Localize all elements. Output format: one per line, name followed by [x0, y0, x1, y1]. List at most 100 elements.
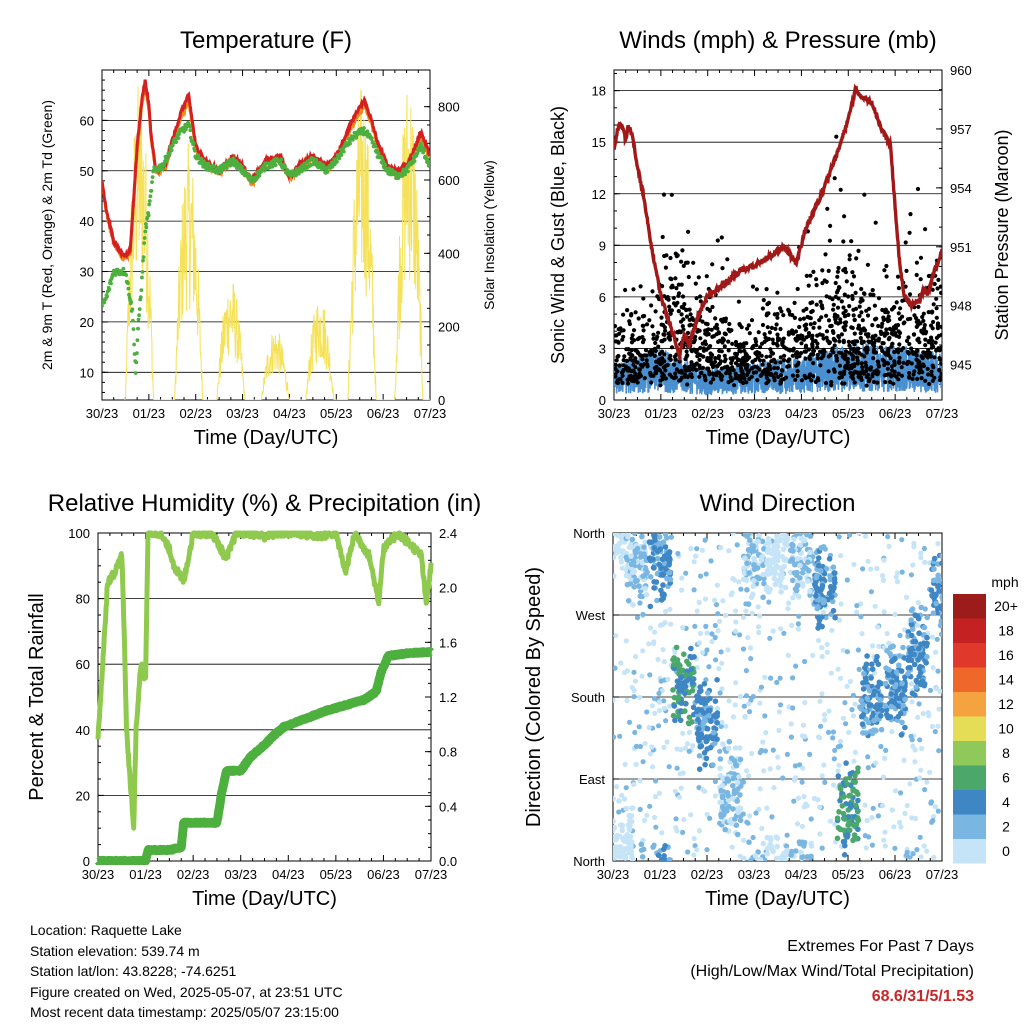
gust-point: [890, 341, 895, 346]
direction-point: [628, 553, 634, 559]
legend-title: mph: [991, 574, 1018, 590]
gust-point: [935, 286, 940, 291]
direction-point: [613, 734, 617, 740]
gust-point: [807, 315, 812, 320]
gust-point: [698, 336, 703, 341]
direction-point: [794, 582, 801, 589]
gust-point: [916, 336, 921, 341]
gust-point: [818, 363, 823, 368]
direction-point: [912, 759, 918, 765]
gust-point: [873, 350, 879, 355]
gust-point: [717, 361, 722, 367]
rh-y-tick-label: 60: [76, 657, 90, 672]
gust-point: [778, 380, 784, 385]
dewpoint-point: [144, 222, 148, 226]
temp-y-tick-label: 10: [80, 365, 94, 380]
direction-point: [931, 854, 937, 861]
gust-point: [939, 361, 942, 366]
gust-point: [936, 333, 942, 338]
gust-point: [926, 339, 931, 344]
dewpoint-point: [139, 288, 144, 292]
gust-point: [817, 325, 822, 330]
direction-point: [684, 741, 691, 747]
direction-point: [678, 700, 685, 706]
direction-point: [831, 782, 837, 788]
direction-point: [853, 802, 859, 809]
gust-point: [676, 291, 682, 296]
gust-point: [765, 325, 770, 330]
gust-point: [850, 340, 855, 345]
direction-point: [656, 790, 663, 796]
gust-point: [907, 370, 912, 376]
dewpoint-point: [130, 307, 135, 312]
direction-point: [944, 600, 950, 606]
direction-point: [639, 533, 645, 540]
direction-point: [919, 678, 926, 684]
direction-point: [929, 819, 935, 825]
direction-point: [822, 717, 828, 723]
dewpoint-point: [289, 174, 293, 178]
gust-point: [672, 362, 677, 367]
gust-point: [661, 322, 666, 328]
direction-point: [658, 587, 664, 594]
gust-point: [705, 306, 710, 311]
gust-point: [850, 325, 855, 331]
gust-point: [760, 306, 766, 311]
direction-point: [928, 587, 935, 593]
direction-point: [743, 693, 750, 699]
gust-point: [833, 280, 838, 286]
direction-point: [676, 687, 683, 693]
dewpoint-point: [191, 141, 196, 146]
direction-point: [866, 687, 873, 694]
gust-point: [684, 307, 689, 313]
direction-point: [666, 549, 673, 555]
gust-point: [885, 319, 891, 324]
direction-point: [870, 805, 876, 811]
gust-point: [642, 353, 647, 358]
direction-point: [703, 571, 709, 577]
gust-point: [679, 259, 684, 264]
direction-point: [869, 661, 875, 667]
direction-point: [864, 817, 870, 824]
direction-point: [629, 536, 636, 543]
gust-point: [866, 372, 871, 377]
gust-point: [923, 343, 928, 348]
direction-point: [621, 796, 628, 802]
direction-point: [651, 640, 657, 647]
dewpoint-point: [144, 225, 149, 230]
gust-point: [678, 370, 683, 375]
direction-point: [698, 731, 705, 738]
gust-point: [843, 308, 848, 314]
direction-point: [613, 834, 616, 840]
direction-point: [797, 840, 803, 847]
direction-point: [920, 711, 926, 717]
direction-point: [650, 556, 656, 562]
direction-point: [640, 573, 646, 579]
gust-point: [775, 315, 780, 320]
direction-point: [908, 617, 914, 623]
direction-point: [927, 687, 934, 694]
gust-point: [746, 323, 751, 328]
gust-point: [704, 332, 709, 337]
gust-point: [643, 348, 649, 353]
gust-point: [642, 376, 648, 381]
direction-point: [828, 670, 834, 676]
dir-x-tick-label: 04/23: [785, 867, 818, 882]
dewpoint-point: [102, 300, 107, 305]
direction-point: [631, 584, 637, 590]
gust-point: [688, 312, 693, 317]
gust-point: [914, 324, 919, 329]
direction-point: [847, 771, 854, 777]
direction-point: [827, 573, 833, 579]
direction-point: [935, 583, 941, 590]
wind-y2-tick-label: 960: [950, 63, 972, 78]
direction-point: [696, 599, 702, 606]
direction-point: [681, 651, 687, 657]
wind-y2-label: Station Pressure (Maroon): [992, 129, 1012, 340]
direction-point: [868, 728, 874, 735]
gust-point: [716, 330, 721, 335]
gust-point: [815, 356, 821, 361]
direction-point: [871, 688, 878, 695]
gust-point: [812, 321, 817, 326]
gust-point: [855, 355, 860, 360]
